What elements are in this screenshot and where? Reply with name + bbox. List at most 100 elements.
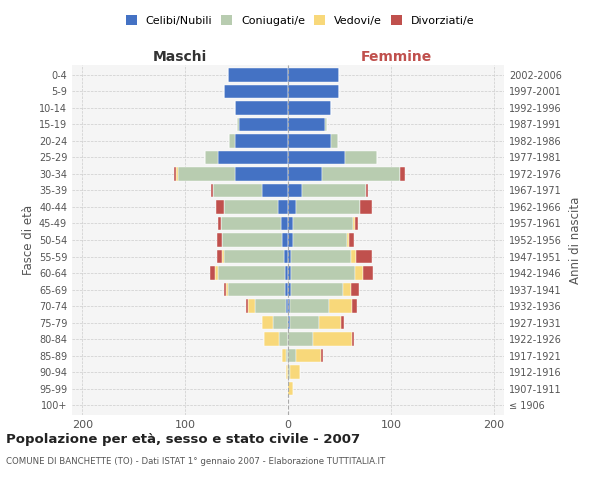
Text: Maschi: Maschi xyxy=(153,50,207,64)
Bar xyxy=(235,101,288,114)
Bar xyxy=(329,300,352,313)
Bar xyxy=(290,366,301,379)
Bar xyxy=(296,200,360,214)
Bar xyxy=(349,233,354,247)
Bar xyxy=(215,266,218,280)
Bar xyxy=(211,184,213,197)
Bar xyxy=(288,150,344,164)
Bar xyxy=(222,233,282,247)
Bar xyxy=(248,300,255,313)
Bar xyxy=(296,349,321,362)
Bar xyxy=(262,316,272,330)
Bar xyxy=(224,283,226,296)
Bar xyxy=(288,366,290,379)
Bar xyxy=(400,167,405,180)
Bar xyxy=(293,233,347,247)
Bar xyxy=(226,283,229,296)
Bar xyxy=(291,250,351,264)
Bar xyxy=(205,150,218,164)
Bar xyxy=(282,233,288,247)
Text: Femmine: Femmine xyxy=(361,50,431,64)
Bar xyxy=(331,134,338,147)
Bar xyxy=(288,316,290,330)
Bar xyxy=(229,283,285,296)
Y-axis label: Anni di nascita: Anni di nascita xyxy=(569,196,581,284)
Bar xyxy=(290,300,329,313)
Bar xyxy=(288,300,290,313)
Bar xyxy=(281,216,288,230)
Bar xyxy=(224,250,284,264)
Bar xyxy=(279,332,288,346)
Bar xyxy=(353,216,355,230)
Bar xyxy=(356,250,373,264)
Bar xyxy=(352,332,354,346)
Legend: Celibi/Nubili, Coniugati/e, Vedovi/e, Divorziati/e: Celibi/Nubili, Coniugati/e, Vedovi/e, Di… xyxy=(124,13,476,28)
Bar xyxy=(341,316,344,330)
Bar xyxy=(265,332,279,346)
Bar xyxy=(360,200,373,214)
Bar xyxy=(284,250,288,264)
Bar xyxy=(288,332,313,346)
Bar xyxy=(239,118,288,131)
Bar xyxy=(229,134,235,147)
Bar xyxy=(352,300,357,313)
Bar xyxy=(221,216,281,230)
Bar xyxy=(178,167,235,180)
Bar xyxy=(319,316,341,330)
Bar xyxy=(176,167,178,180)
Text: COMUNE DI BANCHETTE (TO) - Dati ISTAT 1° gennaio 2007 - Elaborazione TUTTITALIA.: COMUNE DI BANCHETTE (TO) - Dati ISTAT 1°… xyxy=(6,458,385,466)
Bar xyxy=(288,84,340,98)
Bar xyxy=(218,150,288,164)
Bar xyxy=(288,266,291,280)
Bar xyxy=(217,250,222,264)
Bar xyxy=(174,167,176,180)
Bar xyxy=(235,134,288,147)
Bar xyxy=(355,266,363,280)
Bar xyxy=(213,184,262,197)
Bar xyxy=(288,101,331,114)
Bar xyxy=(255,300,286,313)
Bar xyxy=(272,316,288,330)
Bar xyxy=(288,184,302,197)
Bar xyxy=(246,300,248,313)
Bar xyxy=(288,250,291,264)
Bar xyxy=(355,216,358,230)
Bar xyxy=(286,300,288,313)
Bar xyxy=(288,216,293,230)
Bar xyxy=(363,266,373,280)
Bar xyxy=(285,283,288,296)
Bar xyxy=(236,118,239,131)
Bar xyxy=(347,233,349,247)
Bar xyxy=(288,382,293,396)
Bar xyxy=(366,184,368,197)
Bar xyxy=(288,134,331,147)
Bar xyxy=(313,332,352,346)
Bar xyxy=(290,316,319,330)
Bar xyxy=(351,250,356,264)
Bar xyxy=(288,167,322,180)
Bar xyxy=(235,167,288,180)
Bar xyxy=(351,283,359,296)
Bar xyxy=(224,200,278,214)
Bar xyxy=(325,118,327,131)
Bar xyxy=(285,266,288,280)
Bar xyxy=(288,349,296,362)
Y-axis label: Fasce di età: Fasce di età xyxy=(22,205,35,275)
Bar xyxy=(278,200,288,214)
Bar xyxy=(222,250,224,264)
Bar xyxy=(288,68,340,82)
Bar xyxy=(218,266,285,280)
Bar xyxy=(288,118,325,131)
Bar xyxy=(291,266,355,280)
Bar xyxy=(322,167,400,180)
Bar xyxy=(321,349,323,362)
Bar xyxy=(288,200,296,214)
Bar xyxy=(288,283,291,296)
Bar xyxy=(210,266,215,280)
Bar xyxy=(343,283,351,296)
Bar xyxy=(286,349,288,362)
Bar xyxy=(217,233,222,247)
Bar xyxy=(291,283,343,296)
Bar xyxy=(302,184,366,197)
Bar xyxy=(229,68,288,82)
